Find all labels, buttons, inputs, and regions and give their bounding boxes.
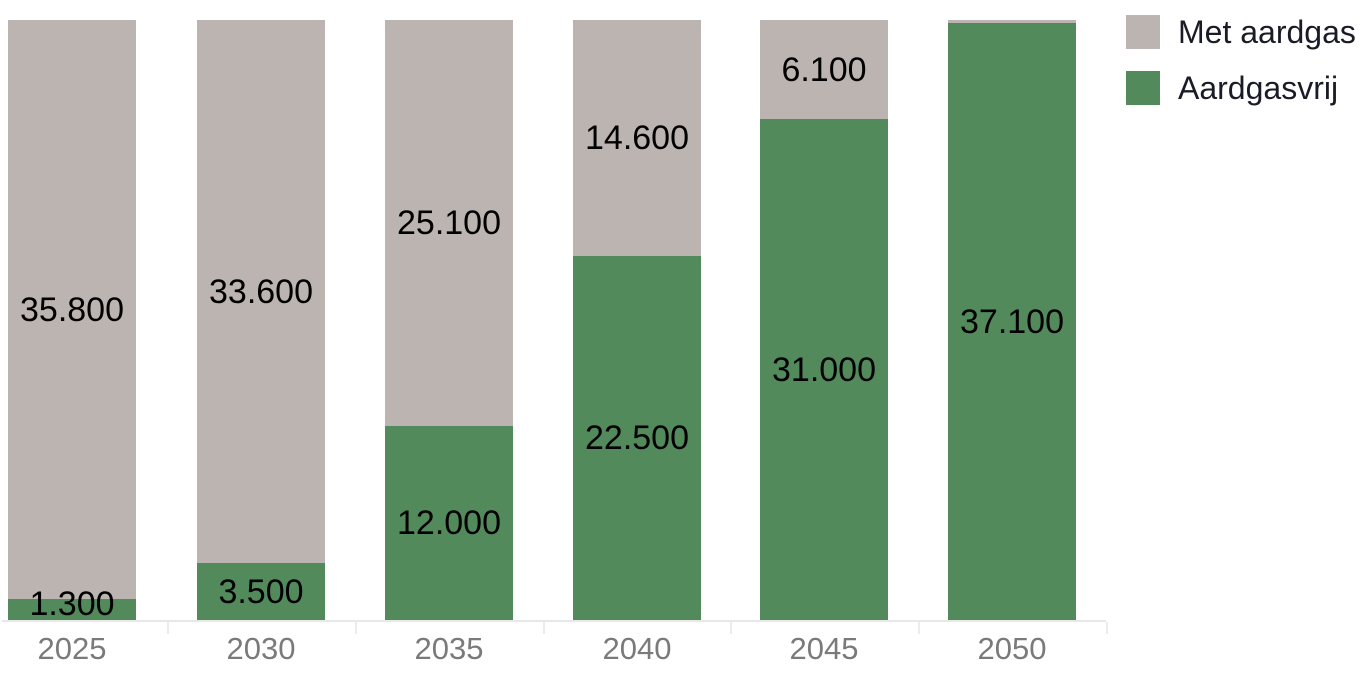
x-axis-label-2025: 2025 xyxy=(37,631,107,666)
bar-segment-met-aardgas[interactable]: 25.100 xyxy=(385,20,513,426)
bar-value-label-met-aardgas: 35.800 xyxy=(20,290,124,329)
x-axis-label-2050: 2050 xyxy=(977,631,1047,666)
bar-value-label-met-aardgas: 6.100 xyxy=(781,50,867,89)
bar-value-label-aardgasvrij: 37.100 xyxy=(960,302,1064,341)
x-axis-label-2035: 2035 xyxy=(414,631,484,666)
bar-segment-met-aardgas[interactable]: 35.800 xyxy=(8,20,136,599)
x-axis-tick xyxy=(167,622,169,634)
legend-label-met-aardgas: Met aardgas xyxy=(1178,14,1356,50)
bar-segment-aardgasvrij[interactable]: 1.300 xyxy=(8,587,136,621)
bar-segment-aardgasvrij[interactable]: 37.100 xyxy=(948,23,1076,620)
bar-stack: 14.600 22.500 xyxy=(573,20,701,620)
bar-value-label-aardgasvrij: 22.500 xyxy=(585,419,689,457)
x-axis-tick xyxy=(355,622,357,634)
bar-segment-aardgasvrij[interactable]: 31.000 xyxy=(760,119,888,620)
bar-group[interactable]: 33.600 3.500 xyxy=(197,20,325,620)
x-axis-tick xyxy=(1106,622,1108,634)
bar-segment-met-aardgas[interactable]: 14.600 xyxy=(573,20,701,256)
plot-area: 35.800 1.300 33.600 3.500 25.100 12.000 14.600… xyxy=(8,20,1076,621)
bar-value-label-met-aardgas: 33.600 xyxy=(209,272,313,311)
bar-stack: 33.600 3.500 xyxy=(197,20,325,620)
legend-swatch-met-aardgas-icon xyxy=(1126,15,1160,49)
bar-group[interactable]: 6.100 31.000 xyxy=(760,20,888,620)
bar-segment-aardgasvrij[interactable]: 3.500 xyxy=(197,563,325,620)
x-axis-tick xyxy=(730,622,732,634)
bar-segment-met-aardgas[interactable]: 6.100 xyxy=(760,20,888,119)
bar-group[interactable]: 25.100 12.000 xyxy=(385,20,513,620)
bar-value-label-aardgasvrij: 12.000 xyxy=(397,504,501,542)
x-axis-tick xyxy=(918,622,920,634)
bar-value-label-met-aardgas: 25.100 xyxy=(397,204,501,242)
bar-group[interactable]: 14.600 22.500 xyxy=(573,20,701,620)
bar-stack: 35.800 1.300 xyxy=(8,20,136,621)
x-axis-label-2030: 2030 xyxy=(226,631,296,666)
bar-stack: 25.100 12.000 xyxy=(385,20,513,620)
bar-segment-aardgasvrij[interactable]: 22.500 xyxy=(573,256,701,620)
bar-stack: 6.100 31.000 xyxy=(760,20,888,620)
bar-segment-met-aardgas[interactable] xyxy=(948,20,1076,23)
bar-value-label-aardgasvrij: 3.500 xyxy=(218,572,304,611)
x-axis-label-2040: 2040 xyxy=(602,631,672,666)
bar-group[interactable]: 35.800 1.300 xyxy=(8,20,136,621)
legend-item-aardgasvrij[interactable]: Aardgasvrij xyxy=(1126,60,1368,116)
legend-swatch-aardgasvrij-icon xyxy=(1126,71,1160,105)
bar-value-label-aardgasvrij: 1.300 xyxy=(29,585,115,623)
bar-segment-aardgasvrij[interactable]: 12.000 xyxy=(385,426,513,620)
bar-group[interactable]: 37.100 xyxy=(948,20,1076,620)
bar-value-label-aardgasvrij: 31.000 xyxy=(772,350,876,389)
x-axis-label-2045: 2045 xyxy=(789,631,859,666)
bar-stack: 37.100 xyxy=(948,20,1076,620)
x-axis-tick xyxy=(543,622,545,634)
x-axis-line xyxy=(2,620,1106,622)
bar-value-label-met-aardgas: 14.600 xyxy=(585,119,689,157)
bar-segment-met-aardgas[interactable]: 33.600 xyxy=(197,20,325,563)
legend-label-aardgasvrij: Aardgasvrij xyxy=(1178,70,1339,106)
legend-item-met-aardgas[interactable]: Met aardgas xyxy=(1126,4,1368,60)
chart-legend: Met aardgas Aardgasvrij xyxy=(1126,4,1368,116)
